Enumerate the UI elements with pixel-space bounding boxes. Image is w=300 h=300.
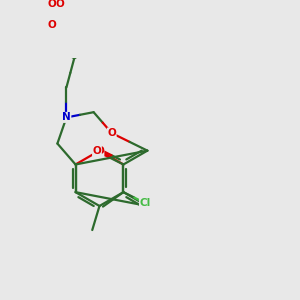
Text: O: O (93, 146, 101, 156)
Text: N: N (62, 112, 71, 122)
Text: O: O (107, 128, 116, 138)
Text: O: O (55, 0, 64, 9)
Text: O: O (47, 20, 56, 30)
Text: Cl: Cl (140, 198, 151, 208)
Text: O: O (95, 146, 104, 156)
Text: O: O (47, 0, 56, 9)
